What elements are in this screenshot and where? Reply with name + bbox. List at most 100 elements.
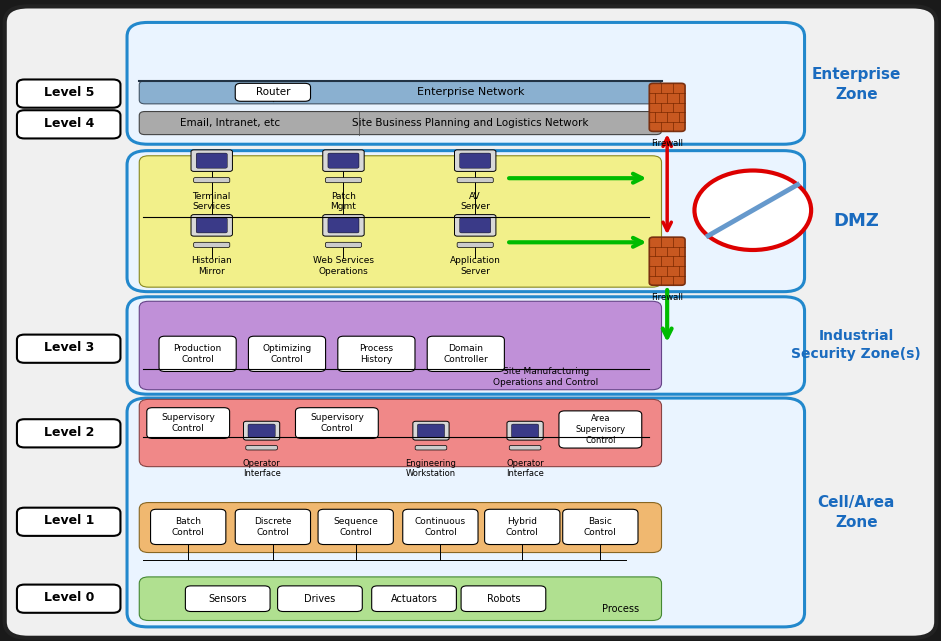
FancyBboxPatch shape [427, 336, 504, 371]
FancyBboxPatch shape [509, 445, 541, 450]
Text: Router: Router [256, 87, 290, 97]
FancyBboxPatch shape [457, 242, 493, 247]
Text: DMZ: DMZ [834, 212, 879, 230]
Text: Operator
Interface: Operator Interface [506, 459, 544, 478]
FancyBboxPatch shape [127, 22, 805, 144]
Text: Level 1: Level 1 [43, 514, 94, 527]
Text: Sensors: Sensors [209, 594, 247, 604]
Text: Engineering
Workstation: Engineering Workstation [406, 459, 456, 478]
FancyBboxPatch shape [649, 237, 685, 285]
Text: Continuous
Control: Continuous Control [415, 517, 466, 537]
FancyBboxPatch shape [139, 503, 662, 553]
FancyBboxPatch shape [457, 178, 493, 183]
Text: Enterprise Network: Enterprise Network [417, 87, 524, 97]
FancyBboxPatch shape [248, 424, 275, 437]
Text: Patch
Mgmt: Patch Mgmt [330, 192, 357, 211]
FancyBboxPatch shape [139, 81, 662, 104]
FancyBboxPatch shape [244, 421, 279, 440]
FancyBboxPatch shape [17, 585, 120, 613]
Text: Web Services
Operations: Web Services Operations [313, 256, 374, 276]
Text: Level 3: Level 3 [43, 341, 94, 354]
FancyBboxPatch shape [139, 156, 662, 287]
FancyBboxPatch shape [512, 424, 538, 437]
FancyBboxPatch shape [649, 83, 685, 131]
FancyBboxPatch shape [191, 150, 232, 171]
Text: Basic
Control: Basic Control [584, 517, 616, 537]
Text: Operator
Interface: Operator Interface [243, 459, 280, 478]
FancyBboxPatch shape [413, 421, 449, 440]
FancyBboxPatch shape [235, 509, 311, 545]
FancyBboxPatch shape [327, 153, 359, 168]
Text: Cell/Area
Zone: Cell/Area Zone [818, 495, 895, 530]
FancyBboxPatch shape [295, 408, 378, 438]
Text: Site Business Planning and Logistics Network: Site Business Planning and Logistics Net… [352, 118, 589, 128]
FancyBboxPatch shape [159, 336, 236, 371]
Text: Level 5: Level 5 [43, 86, 94, 99]
FancyBboxPatch shape [338, 336, 415, 371]
Text: Batch
Control: Batch Control [172, 517, 204, 537]
FancyBboxPatch shape [194, 178, 230, 183]
FancyBboxPatch shape [185, 586, 270, 612]
FancyBboxPatch shape [326, 242, 361, 247]
FancyBboxPatch shape [327, 218, 359, 233]
FancyBboxPatch shape [17, 508, 120, 536]
Text: Supervisory
Control: Supervisory Control [310, 413, 364, 433]
Text: Firewall: Firewall [651, 139, 683, 148]
FancyBboxPatch shape [318, 509, 393, 545]
FancyBboxPatch shape [418, 424, 444, 437]
Text: Level 2: Level 2 [43, 426, 94, 438]
FancyBboxPatch shape [127, 398, 805, 627]
FancyBboxPatch shape [323, 150, 364, 171]
Text: Industrial
Security Zone(s): Industrial Security Zone(s) [791, 329, 921, 361]
Text: Level 0: Level 0 [43, 591, 94, 604]
FancyBboxPatch shape [127, 151, 805, 292]
Text: Domain
Controller: Domain Controller [443, 344, 488, 364]
Circle shape [694, 171, 811, 250]
FancyBboxPatch shape [459, 153, 491, 168]
FancyBboxPatch shape [139, 301, 662, 390]
Text: Process
History: Process History [359, 344, 393, 364]
Text: Hybrid
Control: Hybrid Control [506, 517, 538, 537]
Text: Site Manufacturing
Operations and Control: Site Manufacturing Operations and Contro… [493, 367, 598, 387]
Text: Area
Supervisory
Control: Area Supervisory Control [575, 414, 626, 445]
FancyBboxPatch shape [147, 408, 230, 438]
FancyBboxPatch shape [17, 79, 120, 108]
Text: AV
Server: AV Server [460, 192, 490, 211]
Text: Optimizing
Control: Optimizing Control [263, 344, 311, 364]
FancyBboxPatch shape [5, 6, 936, 638]
FancyBboxPatch shape [403, 509, 478, 545]
Text: Enterprise
Zone: Enterprise Zone [812, 67, 901, 102]
Text: Production
Control: Production Control [173, 344, 222, 364]
Text: Drives: Drives [304, 594, 336, 604]
FancyBboxPatch shape [372, 586, 456, 612]
Text: Firewall: Firewall [651, 293, 683, 302]
FancyBboxPatch shape [461, 586, 546, 612]
Text: Historian
Mirror: Historian Mirror [191, 256, 232, 276]
Text: Level 4: Level 4 [43, 117, 94, 129]
FancyBboxPatch shape [563, 509, 638, 545]
FancyBboxPatch shape [485, 509, 560, 545]
FancyBboxPatch shape [248, 336, 326, 371]
FancyBboxPatch shape [235, 83, 311, 101]
FancyBboxPatch shape [415, 445, 447, 450]
Text: Process: Process [602, 604, 640, 614]
FancyBboxPatch shape [197, 153, 228, 168]
FancyBboxPatch shape [139, 112, 662, 135]
Text: Actuators: Actuators [391, 594, 438, 604]
Text: Robots: Robots [486, 594, 520, 604]
FancyBboxPatch shape [455, 150, 496, 171]
FancyBboxPatch shape [139, 399, 662, 467]
FancyBboxPatch shape [127, 297, 805, 394]
Text: Discrete
Control: Discrete Control [254, 517, 292, 537]
FancyBboxPatch shape [194, 242, 230, 247]
FancyBboxPatch shape [246, 445, 278, 450]
FancyBboxPatch shape [323, 215, 364, 236]
FancyBboxPatch shape [559, 411, 642, 448]
FancyBboxPatch shape [278, 586, 362, 612]
FancyBboxPatch shape [455, 215, 496, 236]
Text: Sequence
Control: Sequence Control [333, 517, 378, 537]
FancyBboxPatch shape [197, 218, 228, 233]
FancyBboxPatch shape [17, 110, 120, 138]
Text: Terminal
Services: Terminal Services [193, 192, 231, 211]
FancyBboxPatch shape [326, 178, 361, 183]
